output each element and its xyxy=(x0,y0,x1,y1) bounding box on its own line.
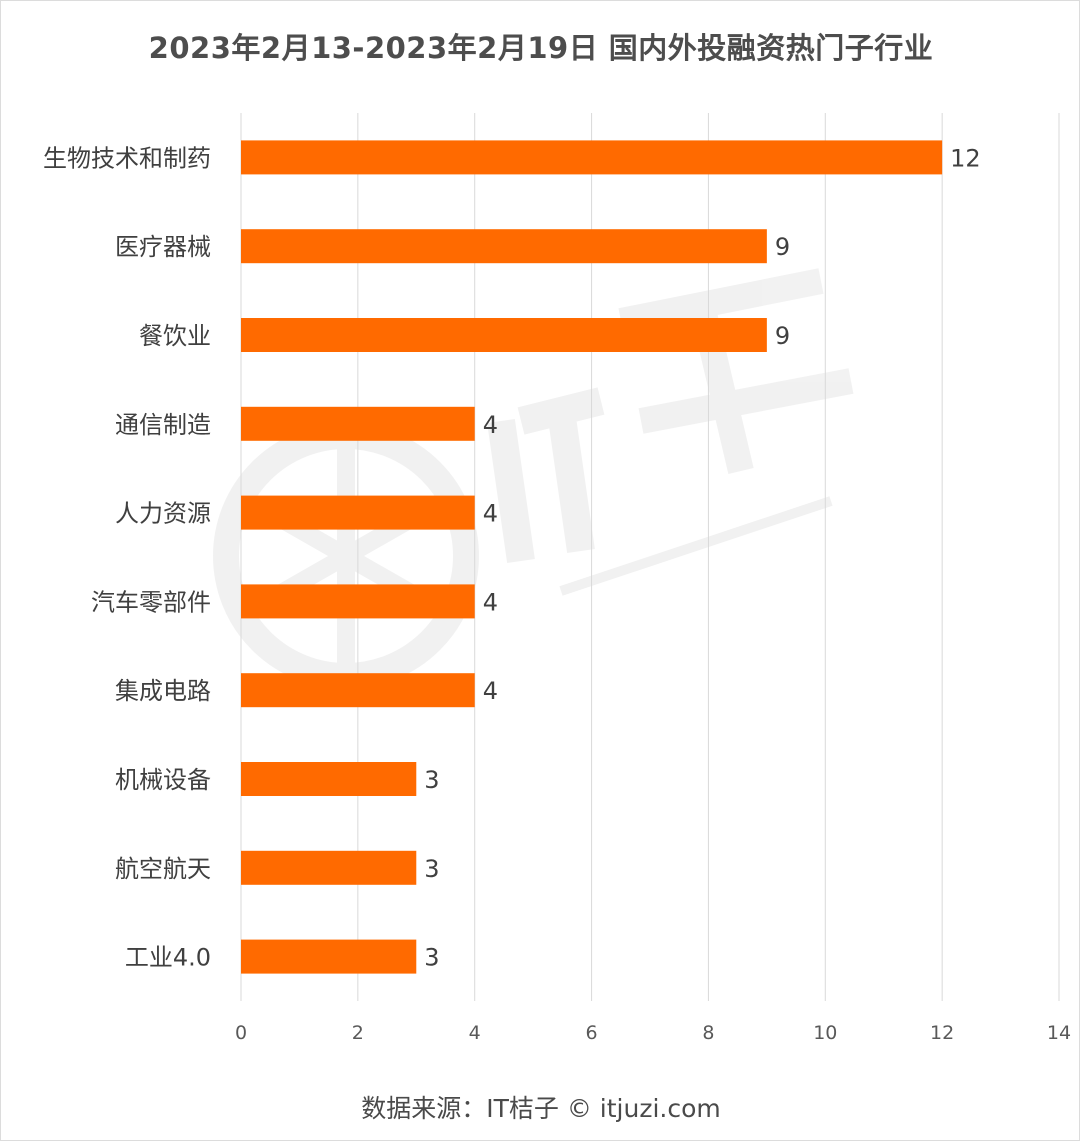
category-label: 通信制造 xyxy=(115,411,211,439)
value-label: 3 xyxy=(424,944,439,972)
source-note: 数据来源：IT桔子 © itjuzi.com xyxy=(361,1094,721,1123)
value-label: 9 xyxy=(775,322,790,350)
value-label: 4 xyxy=(483,588,498,616)
x-tick-label: 14 xyxy=(1047,1022,1071,1044)
value-label: 12 xyxy=(950,144,981,172)
x-tick-label: 4 xyxy=(469,1022,481,1044)
category-label: 餐饮业 xyxy=(139,322,211,350)
bars-layer xyxy=(241,140,943,974)
value-label: 4 xyxy=(483,500,498,528)
category-label: 生物技术和制药 xyxy=(43,144,211,172)
category-label: 工业4.0 xyxy=(125,944,211,972)
bar-3 xyxy=(241,318,767,352)
bar-1 xyxy=(241,140,943,175)
x-tick-label: 6 xyxy=(586,1022,598,1044)
x-axis-ticks: 0 2 4 6 8 10 12 14 xyxy=(235,1022,1071,1044)
value-label: 3 xyxy=(424,766,439,794)
value-label: 4 xyxy=(483,411,498,439)
x-tick-label: 0 xyxy=(235,1022,247,1044)
x-tick-label: 2 xyxy=(352,1022,364,1044)
category-label: 医疗器械 xyxy=(115,233,211,261)
chart-title: 2023年2月13-2023年2月19日 国内外投融资热门子行业 xyxy=(148,31,934,65)
category-label: 汽车零部件 xyxy=(91,588,211,616)
bar-4 xyxy=(241,406,475,441)
bar-9 xyxy=(241,850,417,885)
value-label: 4 xyxy=(483,677,498,705)
value-label: 9 xyxy=(775,233,790,261)
category-label: 人力资源 xyxy=(115,500,211,528)
category-label: 机械设备 xyxy=(115,766,211,794)
bar-6 xyxy=(241,584,475,619)
bar-5 xyxy=(241,495,475,530)
value-label: 3 xyxy=(424,855,439,883)
bar-8 xyxy=(241,762,417,796)
x-tick-label: 12 xyxy=(930,1022,954,1044)
x-tick-label: 10 xyxy=(813,1022,837,1044)
labels-layer: 生物技术和制药 12 医疗器械 9 餐饮业 9 通信制造 4 人力资源 4 汽车零部件 4 集成电路 4 机… xyxy=(43,144,981,971)
bar-2 xyxy=(241,229,767,264)
bar-7 xyxy=(241,673,475,708)
category-label: 航空航天 xyxy=(115,855,211,883)
category-label: 集成电路 xyxy=(115,677,211,705)
bar-10 xyxy=(241,939,417,974)
x-tick-label: 8 xyxy=(702,1022,714,1044)
